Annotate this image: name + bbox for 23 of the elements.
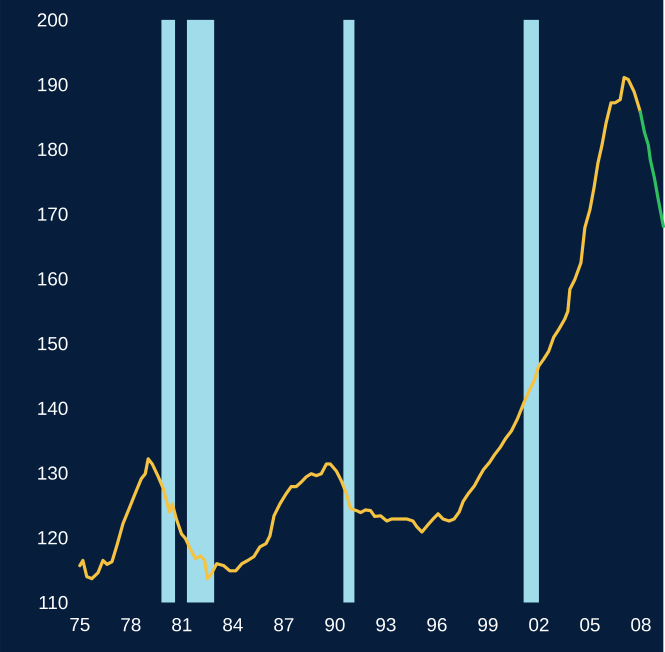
line-series: [638, 110, 665, 228]
y-tick-label: 140: [38, 401, 68, 415]
y-tick-label: 160: [38, 272, 68, 286]
y-tick-label: 120: [38, 530, 68, 544]
x-tick-label: 81: [172, 618, 192, 632]
x-tick-label: 08: [631, 618, 651, 632]
y-tick-label: 200: [38, 13, 68, 26]
x-tick-label: 05: [580, 618, 600, 632]
x-tick-label: 78: [121, 618, 141, 632]
y-tick-label: 130: [38, 466, 68, 480]
x-tick-label: 02: [529, 618, 548, 632]
x-tick-label: 93: [376, 618, 396, 632]
x-tick-label: 99: [478, 618, 498, 632]
y-tick-label: 110: [40, 596, 68, 610]
y-tick-label: 180: [38, 142, 68, 156]
x-tick-label: 84: [223, 618, 243, 632]
x-tick-label: 96: [427, 618, 447, 632]
x-tick-label: 90: [325, 618, 345, 632]
x-tick-label: 87: [274, 618, 294, 632]
y-tick-label: 190: [38, 78, 68, 92]
x-tick-label: 75: [70, 618, 90, 631]
y-tick-label: 170: [38, 207, 68, 221]
y-tick-label: 150: [38, 336, 68, 350]
